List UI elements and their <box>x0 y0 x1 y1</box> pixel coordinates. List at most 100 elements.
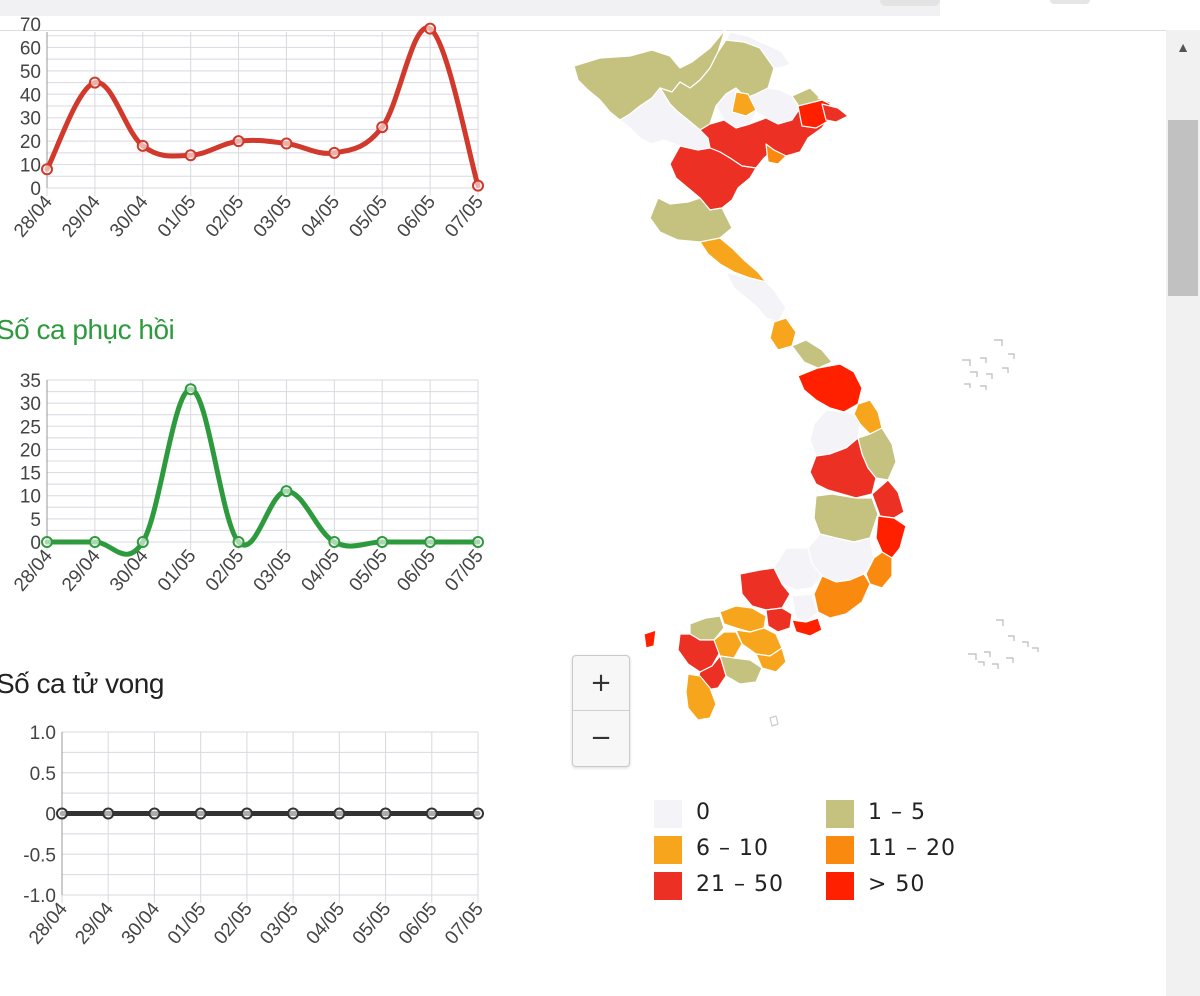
data-point <box>424 22 437 35</box>
legend-swatch <box>826 872 854 900</box>
x-tick-label: 28/04 <box>10 545 57 595</box>
scroll-up-arrow-icon[interactable]: ▲ <box>1176 39 1190 55</box>
province-region <box>875 515 907 559</box>
recovered-section-title: Số ca phục hồi <box>0 314 175 345</box>
province-region <box>791 593 819 623</box>
x-tick-label: 04/05 <box>303 899 350 949</box>
province-region <box>791 339 833 369</box>
province-region <box>725 31 791 69</box>
y-tick-label: 10 <box>20 156 41 177</box>
data-point <box>328 536 341 548</box>
data-point <box>280 485 293 498</box>
data-point <box>184 383 197 396</box>
y-tick-label: 5 <box>30 510 41 531</box>
data-point <box>184 149 197 162</box>
vietnam-map[interactable] <box>560 28 1160 748</box>
data-point <box>88 76 101 89</box>
x-tick-label: 05/05 <box>345 546 392 596</box>
y-tick-label: 0 <box>45 805 56 826</box>
y-tick-label: 70 <box>20 15 41 36</box>
map-svg[interactable] <box>560 28 1160 748</box>
y-tick-label: -1.0 <box>23 886 56 907</box>
x-tick-label: 06/05 <box>393 192 440 242</box>
province-region <box>865 551 893 589</box>
data-point <box>280 137 293 150</box>
zoom-out-button[interactable]: − <box>590 723 612 753</box>
y-tick-label: 10 <box>20 487 41 508</box>
legend-label: > 50 <box>868 872 926 897</box>
province-region <box>769 317 797 351</box>
province-region <box>731 91 757 117</box>
y-tick-label: 1.0 <box>30 723 56 744</box>
series-line <box>44 25 481 189</box>
x-tick-label: 05/05 <box>345 192 392 242</box>
legend-swatch <box>826 836 854 864</box>
x-tick-label: 30/04 <box>118 898 165 948</box>
data-point <box>41 163 53 176</box>
data-point <box>472 536 484 548</box>
data-point <box>148 807 161 820</box>
y-tick-label: 30 <box>20 394 41 415</box>
zoom-in-button[interactable]: + <box>590 668 612 698</box>
y-tick-label: 35 <box>20 371 41 392</box>
x-tick-label: 04/05 <box>298 192 345 242</box>
province-region <box>643 629 657 649</box>
x-tick-label: 03/05 <box>256 899 303 949</box>
legend-label: 11 – 20 <box>868 836 956 861</box>
x-tick-label: 28/04 <box>10 191 57 241</box>
province-region <box>809 437 877 499</box>
x-tick-label: 29/04 <box>58 191 105 241</box>
legend-label: 6 – 10 <box>696 836 769 861</box>
scrollbar-thumb[interactable] <box>1168 120 1198 296</box>
province-region <box>725 271 787 323</box>
data-point <box>136 139 149 152</box>
header-decoration <box>880 0 940 6</box>
province-region <box>755 647 787 673</box>
spratly-islands <box>968 619 1039 669</box>
x-tick-label: 02/05 <box>210 899 257 949</box>
header-strip <box>0 0 940 16</box>
y-tick-label: -0.5 <box>23 845 56 866</box>
x-tick-label: 01/05 <box>154 192 201 242</box>
legend-label: 1 – 5 <box>868 800 926 825</box>
header-decoration <box>1050 0 1090 4</box>
y-tick-label: 40 <box>20 85 41 106</box>
y-tick-label: 25 <box>20 417 41 438</box>
province-region <box>735 627 783 657</box>
data-point <box>41 536 53 548</box>
map-zoom-control[interactable]: + − <box>572 655 630 767</box>
paracel-islands <box>962 339 1015 390</box>
recovered-chart: 0 5 10 15 20 25 30 35 28/04 29/04 30/04 01/05 02/05 0… <box>0 368 520 618</box>
cases-chart: 0 10 20 30 40 50 60 70 28/04 29/04 30/04 01/05 02/05… <box>0 15 520 278</box>
y-tick-label: 20 <box>20 440 41 461</box>
legend-swatch <box>654 800 682 828</box>
x-tick-label: 01/05 <box>164 899 211 949</box>
data-point <box>56 807 68 820</box>
data-point <box>88 536 101 548</box>
data-point <box>424 536 437 548</box>
x-tick-label: 07/05 <box>441 192 488 242</box>
x-tick-label: 02/05 <box>202 192 249 242</box>
chart-grid <box>61 731 479 903</box>
data-point <box>232 536 245 548</box>
data-point <box>379 807 392 820</box>
legend-label: 21 – 50 <box>696 872 784 897</box>
data-point <box>136 536 149 548</box>
y-tick-label: 15 <box>20 464 41 485</box>
chart-grid <box>46 32 479 196</box>
province-region <box>765 607 793 633</box>
y-tick-label: 0 <box>30 179 41 200</box>
x-tick-label: 03/05 <box>250 192 297 242</box>
data-point <box>472 179 484 192</box>
data-point <box>232 135 245 148</box>
x-tick-label: 02/05 <box>202 546 249 596</box>
series-line <box>44 386 481 557</box>
data-point <box>102 807 115 820</box>
province-region <box>719 655 763 685</box>
deaths-section-title: Số ca tử vong <box>0 668 164 699</box>
x-tick-label: 01/05 <box>154 546 201 596</box>
data-point <box>376 121 389 134</box>
legend-swatch <box>654 872 682 900</box>
